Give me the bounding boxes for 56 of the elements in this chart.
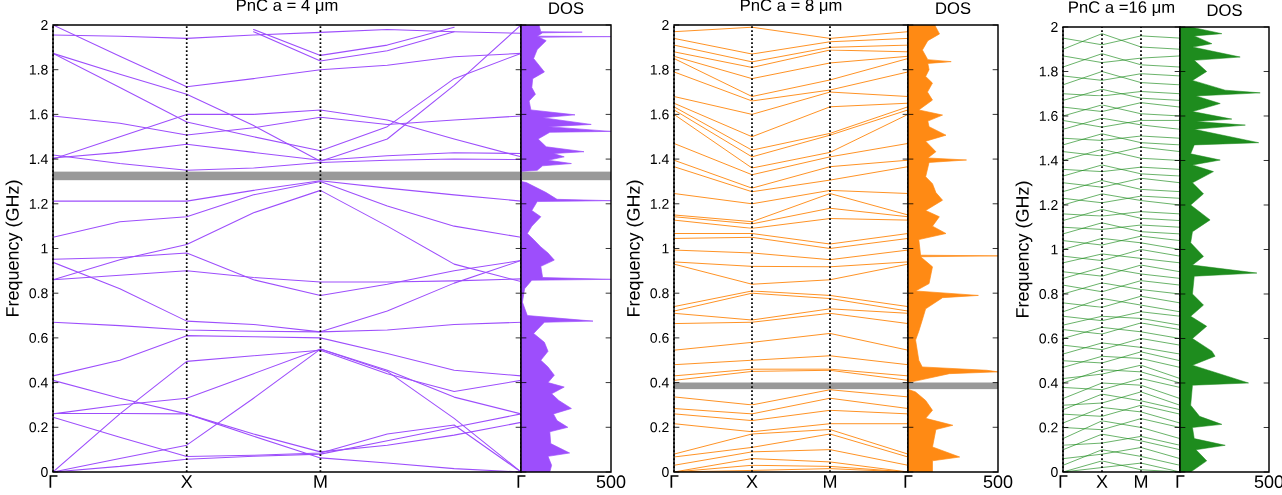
y-tick-label: 1 — [41, 243, 48, 254]
y-tick-label: 0.4 — [1039, 378, 1058, 388]
y-tick-label: 0.6 — [29, 332, 48, 343]
y-tick-label: 1 — [1051, 244, 1058, 255]
y-tick-label: 2 — [662, 20, 669, 30]
y-tick-label: 0.8 — [1039, 289, 1058, 299]
y-tick-label: 1.4 — [650, 154, 669, 164]
y-tick-label: 2 — [1051, 22, 1058, 32]
y-tick-label: 0.2 — [650, 422, 669, 433]
chart-title: PnC a =16 μm — [1069, 1, 1175, 17]
y-tick-label: 0 — [662, 467, 669, 477]
x-tick-label: M — [1134, 475, 1148, 488]
y-tick-label: 0 — [1051, 467, 1058, 477]
x-tick-label: X — [1096, 475, 1108, 488]
y-tick-label: 1.4 — [1039, 155, 1058, 166]
y-tick-label: 0 — [41, 467, 48, 477]
x-tick-label: Γ — [904, 475, 913, 488]
x-tick-label: M — [823, 475, 837, 488]
x-tick-label: X — [746, 475, 758, 488]
x-tick-label: 500 — [596, 475, 626, 489]
y-tick-label: 1.4 — [29, 154, 48, 164]
chart-title: DOS — [549, 2, 584, 15]
y-axis-title: Frequency (GHz) — [1015, 181, 1033, 318]
y-tick-label: 0.2 — [1039, 422, 1058, 433]
y-tick-label: 0.8 — [650, 288, 669, 299]
x-tick-label: Γ — [1059, 475, 1068, 488]
x-tick-label: M — [314, 475, 327, 488]
y-tick-label: 1.8 — [650, 64, 669, 75]
y-tick-label: 0.4 — [29, 377, 48, 388]
x-tick-label: 500 — [983, 475, 1013, 489]
y-tick-label: 1.2 — [29, 198, 48, 209]
x-tick-label: X — [181, 475, 193, 488]
y-tick-label: 0.8 — [29, 288, 48, 299]
y-tick-label: 1 — [662, 243, 669, 254]
y-tick-label: 0.6 — [650, 332, 669, 343]
chart-title: DOS — [936, 2, 971, 15]
y-axis-title: Frequency (GHz) — [626, 180, 644, 317]
y-tick-label: 1.6 — [29, 109, 48, 120]
chart-title: PnC a = 8 μm — [741, 0, 842, 15]
y-tick-label: 0.6 — [1039, 333, 1058, 344]
y-tick-label: 1.8 — [29, 64, 48, 75]
y-tick-label: 1.2 — [1039, 200, 1058, 210]
y-tick-label: 1.6 — [1039, 111, 1058, 121]
chart-title: PnC a = 4 μm — [237, 0, 338, 15]
y-tick-label: 1.6 — [650, 109, 669, 120]
x-tick-label: Γ — [1176, 475, 1185, 488]
y-tick-label: 0.2 — [29, 422, 48, 433]
y-tick-label: 0.4 — [650, 377, 669, 388]
y-tick-label: 1.8 — [1039, 66, 1058, 77]
x-tick-label: Γ — [49, 475, 58, 488]
y-tick-label: 2 — [41, 20, 48, 30]
y-tick-label: 1.2 — [650, 198, 669, 209]
x-tick-label: Γ — [517, 475, 526, 488]
y-axis-title: Frequency (GHz) — [5, 180, 23, 317]
chart-title: DOS — [1207, 4, 1242, 17]
x-tick-label: Γ — [670, 475, 679, 488]
